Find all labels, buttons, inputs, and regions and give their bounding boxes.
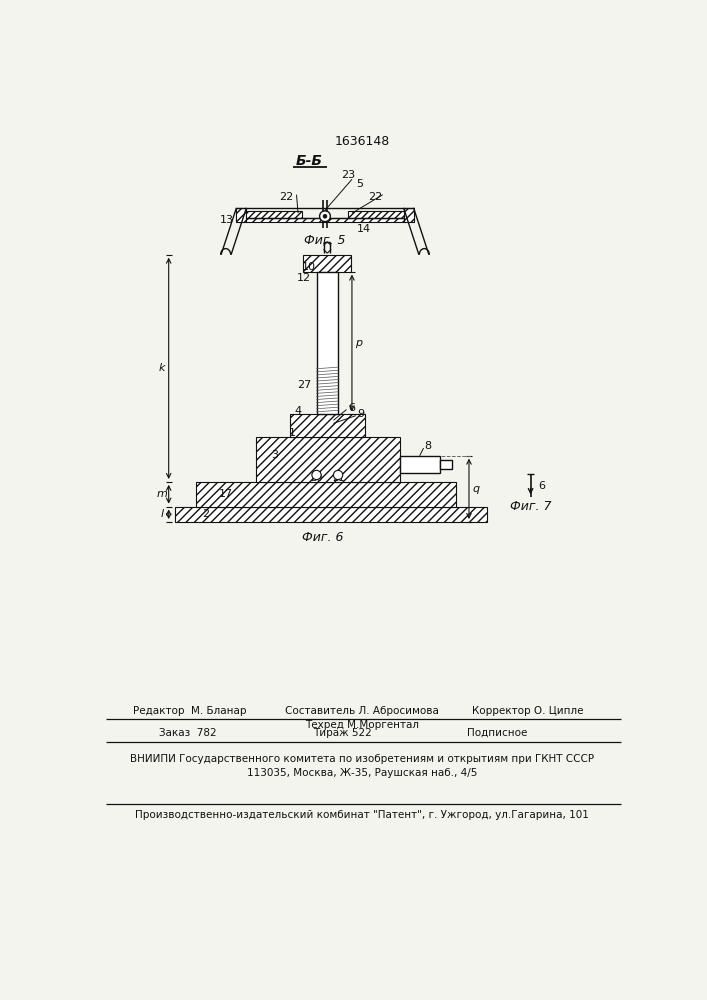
Text: Б-Б: Б-Б [296,154,323,168]
Bar [399,456,440,473]
Text: 17: 17 [218,489,233,499]
Bar [247,218,404,222]
Text: k: k [158,363,165,373]
Text: 113035, Москва, Ж-35, Раушская наб., 4/5: 113035, Москва, Ж-35, Раушская наб., 4/5 [247,768,477,778]
Text: 22: 22 [368,192,382,202]
Text: Заказ  782: Заказ 782 [160,728,217,738]
Text: 12: 12 [297,273,311,283]
Text: Фиг. 5: Фиг. 5 [304,234,346,247]
Bar [197,482,456,507]
Text: Производственно-издательский комбинат "Патент", г. Ужгород, ул.Гагарина, 101: Производственно-издательский комбинат "П… [135,810,589,820]
Text: Составитель Л. Абросимова: Составитель Л. Абросимова [285,706,439,716]
Text: 5: 5 [356,179,363,189]
Text: q: q [472,484,479,494]
Text: 2: 2 [202,509,209,519]
Circle shape [312,470,321,480]
Bar [404,208,414,222]
Bar [440,460,452,469]
Text: 22: 22 [279,192,293,202]
Bar [247,211,302,218]
Text: 9: 9 [358,409,365,419]
Text: 6: 6 [349,403,356,413]
Text: Тираж 522: Тираж 522 [313,728,372,738]
Text: 1: 1 [288,428,296,438]
Bar [236,208,247,222]
Bar [291,414,365,437]
Circle shape [334,470,343,480]
Bar [175,507,486,522]
Text: Редактор  М. Бланар: Редактор М. Бланар [134,706,247,716]
Text: l: l [160,509,163,519]
Text: 4: 4 [295,406,302,416]
Text: 23: 23 [341,170,355,180]
Text: Фиг. 7: Фиг. 7 [510,500,551,513]
Text: Подписное: Подписное [467,728,528,738]
Text: 1636148: 1636148 [334,135,390,148]
Text: 8: 8 [423,441,431,451]
Text: 10: 10 [302,262,316,272]
Text: 6: 6 [538,481,545,491]
Text: ВНИИПИ Государственного комитета по изобретениям и открытиям при ГКНТ СССР: ВНИИПИ Государственного комитета по изоб… [130,754,594,764]
Bar [303,255,351,272]
Text: 3: 3 [271,450,279,460]
Text: Фиг. 6: Фиг. 6 [302,531,344,544]
Text: 27: 27 [297,380,311,390]
Bar [348,211,404,218]
Bar [317,272,338,414]
Text: 21: 21 [332,473,344,483]
Circle shape [323,214,327,218]
Bar [256,437,399,482]
Text: Техред М.Моргентал: Техред М.Моргентал [305,720,419,730]
Text: m: m [156,489,167,499]
Circle shape [320,211,330,222]
Text: p: p [356,338,363,348]
Text: 13: 13 [220,215,234,225]
Text: 14: 14 [357,224,371,234]
Text: 20: 20 [310,473,322,483]
Text: Корректор О. Ципле: Корректор О. Ципле [472,706,583,716]
